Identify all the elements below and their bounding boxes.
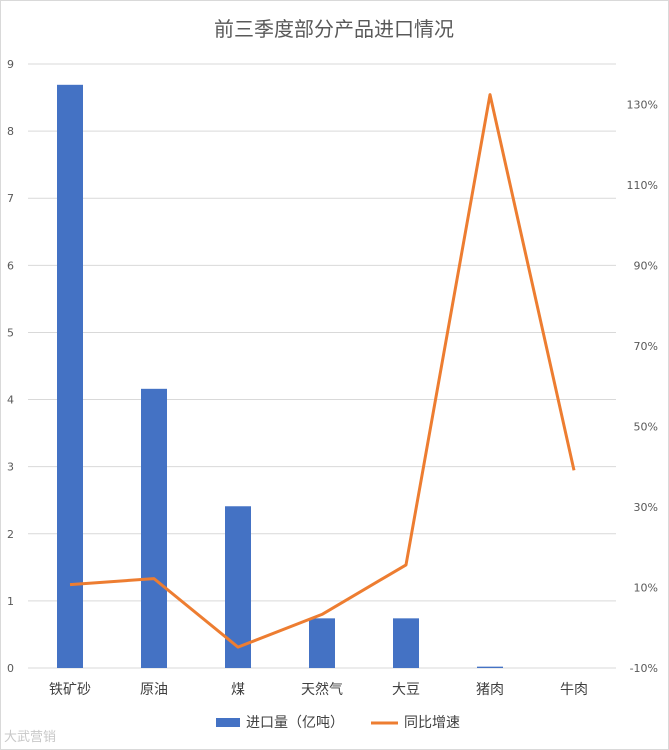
right-tick-label: 50%: [634, 420, 658, 433]
legend-swatch-bar: [216, 718, 240, 727]
bar-series: [57, 84, 503, 668]
right-tick-label: 70%: [634, 340, 658, 353]
category-label: 铁矿砂: [49, 682, 91, 698]
legend: 进口量（亿吨） 同比增速: [216, 715, 460, 731]
category-label: 天然气: [301, 681, 343, 698]
left-axis-ticks: 0 1 2 3 4 5 6 7 8 9: [7, 58, 14, 675]
bar: [309, 618, 335, 668]
category-label: 煤: [231, 682, 245, 698]
watermark-text: 大武营销: [4, 730, 57, 745]
line-series: [69, 93, 576, 649]
left-tick-label: 2: [7, 528, 14, 541]
left-tick-label: 8: [7, 125, 14, 138]
left-tick-label: 4: [7, 394, 14, 407]
legend-label-bar: 进口量（亿吨）: [246, 715, 344, 731]
right-tick-label: 30%: [634, 501, 658, 514]
category-label: 猪肉: [476, 682, 504, 698]
left-tick-label: 6: [7, 259, 14, 272]
right-tick-label: 10%: [634, 581, 658, 594]
category-labels: 铁矿砂 原油 煤 天然气 大豆 猪肉 牛肉: [49, 681, 588, 698]
bar: [393, 618, 419, 668]
bar: [141, 388, 167, 668]
category-label: 原油: [140, 682, 168, 698]
left-tick-label: 0: [7, 662, 14, 675]
gridlines: [28, 63, 616, 669]
left-tick-label: 9: [7, 58, 14, 71]
legend-label-line: 同比增速: [404, 715, 460, 731]
right-tick-label: 130%: [627, 98, 658, 111]
bar: [477, 666, 503, 668]
left-tick-label: 7: [7, 192, 14, 205]
chart-title: 前三季度部分产品进口情况: [214, 17, 454, 41]
left-tick-label: 1: [7, 595, 14, 608]
right-tick-label: -10%: [630, 662, 658, 675]
bar: [57, 84, 83, 668]
left-tick-label: 5: [7, 326, 14, 339]
right-axis-ticks: -10% 10% 30% 50% 70% 90% 110% 130%: [627, 98, 658, 675]
category-label: 牛肉: [560, 682, 588, 698]
left-tick-label: 3: [7, 461, 14, 474]
right-tick-label: 110%: [627, 179, 658, 192]
line-path: [69, 93, 576, 649]
right-tick-label: 90%: [634, 259, 658, 272]
category-label: 大豆: [392, 682, 420, 698]
